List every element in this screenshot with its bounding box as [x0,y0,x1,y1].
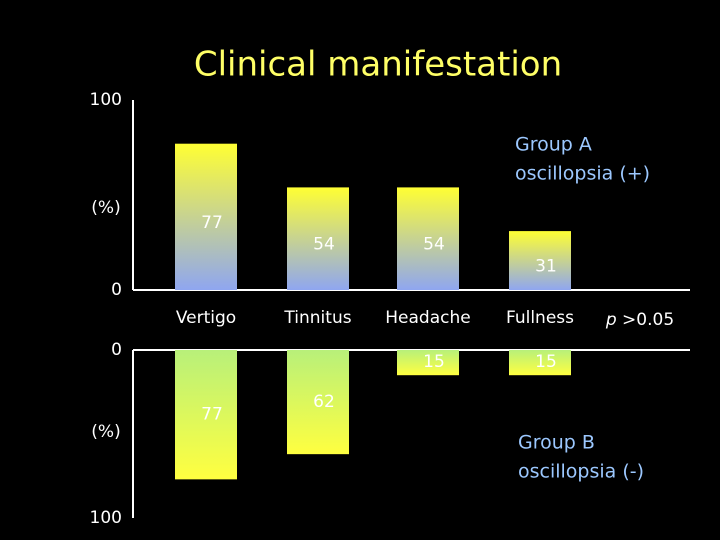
bar [287,350,349,455]
x-tick-label: Headache [385,308,470,328]
bar [397,350,459,376]
value-label: 54 [313,235,335,255]
x-tick-label: Fullness [506,308,574,328]
annotation: oscillopsia (-) [518,461,644,483]
value-label: 62 [313,392,335,412]
annotation: oscillopsia (+) [515,163,650,185]
annotation: Group A [515,134,592,156]
value-label: 15 [535,352,557,372]
value-label: 54 [423,235,445,255]
bar [509,350,571,376]
value-label: 31 [535,257,557,277]
p-value-note: p >0.05 [605,310,674,330]
bar [509,231,571,290]
y-tick-label: 100 [90,90,122,110]
bar [397,187,459,290]
value-label: 77 [201,213,223,233]
y-axis-label: (%) [91,198,120,218]
p-value: >0.05 [622,310,674,330]
x-tick-label: Tinnitus [283,308,351,328]
p-symbol: p [605,310,617,330]
bar [175,143,237,290]
value-label: 15 [423,352,445,372]
chart-title: Clinical manifestation [194,45,562,85]
value-label: 77 [201,405,223,425]
y-tick-label: 0 [111,340,122,360]
x-tick-label: Vertigo [176,308,236,328]
y-tick-label: 0 [111,280,122,300]
annotation: Group B [518,432,595,454]
bar [287,187,349,290]
y-axis-label: (%) [91,422,120,442]
y-tick-label: 100 [90,508,122,528]
bar [175,350,237,480]
